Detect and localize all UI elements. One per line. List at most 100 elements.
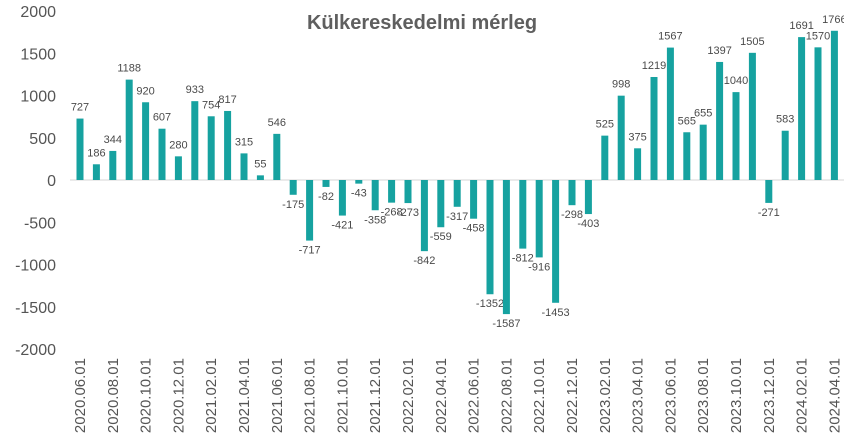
bar — [502, 180, 510, 315]
bar — [142, 102, 150, 180]
y-tick-label: 500 — [29, 131, 56, 148]
x-tick-label: 2021.08.01 — [302, 358, 319, 433]
data-label: 525 — [596, 119, 614, 131]
data-label: 1570 — [806, 30, 830, 42]
y-tick-label: -500 — [24, 215, 56, 232]
x-tick-label: 2020.10.01 — [138, 358, 155, 433]
data-label: -298 — [561, 209, 583, 221]
data-label: -273 — [397, 207, 419, 219]
data-label: -82 — [318, 191, 334, 203]
bar — [568, 180, 576, 206]
data-label: 607 — [153, 112, 171, 124]
x-tick-label: 2023.08.01 — [695, 358, 712, 433]
bar — [519, 180, 527, 249]
bar — [125, 79, 133, 180]
x-tick-label: 2022.06.01 — [466, 358, 483, 433]
bar — [404, 180, 412, 204]
x-tick-label: 2021.10.01 — [334, 358, 351, 433]
data-label: 920 — [136, 85, 154, 97]
bar — [174, 156, 182, 180]
data-label: 998 — [612, 79, 630, 91]
data-label: -268 — [381, 207, 403, 219]
data-label: 565 — [678, 115, 696, 127]
data-label: 186 — [87, 147, 105, 159]
data-label: -317 — [446, 211, 468, 223]
bar — [437, 180, 445, 228]
bar — [798, 37, 806, 180]
x-tick-label: 2024.04.01 — [826, 358, 843, 433]
bar — [306, 180, 314, 241]
data-label: 933 — [186, 84, 204, 96]
bar — [470, 180, 478, 219]
bar — [388, 180, 396, 203]
y-tick-label: -1000 — [15, 258, 56, 275]
data-label: 546 — [268, 117, 286, 129]
data-label: -559 — [430, 231, 452, 243]
bar — [158, 128, 166, 180]
bar — [207, 116, 215, 180]
bar — [601, 135, 609, 180]
bar — [322, 180, 330, 187]
bar — [355, 180, 363, 184]
data-label: 344 — [104, 134, 122, 146]
data-label: 1397 — [707, 45, 731, 57]
bar — [617, 95, 625, 180]
x-tick-label: 2021.02.01 — [203, 358, 220, 433]
x-tick-label: 2024.02.01 — [794, 358, 811, 433]
data-label: -1453 — [542, 307, 570, 319]
data-label: -1352 — [476, 298, 504, 310]
bar — [191, 101, 199, 180]
y-tick-label: 1000 — [20, 89, 56, 106]
x-tick-label: 2020.06.01 — [72, 358, 89, 433]
x-tick-label: 2022.10.01 — [531, 358, 548, 433]
data-label: 754 — [202, 99, 220, 111]
x-tick-label: 2023.04.01 — [630, 358, 647, 433]
bar — [584, 180, 592, 215]
bar — [240, 153, 248, 180]
x-tick-label: 2023.06.01 — [662, 358, 679, 433]
data-label: -403 — [577, 218, 599, 230]
bar — [224, 110, 232, 180]
bar — [371, 180, 379, 211]
x-tick-label: 2022.02.01 — [400, 358, 417, 433]
data-label: -458 — [463, 223, 485, 235]
bar — [814, 47, 822, 181]
bar — [420, 180, 428, 252]
data-label: -421 — [331, 220, 353, 232]
y-tick-label: -2000 — [15, 342, 56, 359]
data-label: 55 — [254, 158, 266, 170]
data-label: 1505 — [740, 36, 764, 48]
bar — [535, 180, 543, 258]
bar — [453, 180, 461, 207]
data-label: -1587 — [492, 318, 520, 330]
data-label: 1766 — [822, 14, 844, 26]
bar — [109, 150, 117, 180]
bar — [273, 133, 281, 180]
chart-title: Külkereskedelmi mérleg — [306, 12, 538, 34]
bar — [732, 92, 740, 180]
x-tick-label: 2022.12.01 — [564, 358, 581, 433]
data-label: 817 — [218, 94, 236, 106]
x-tick-label: 2022.08.01 — [498, 358, 515, 433]
data-label: 1691 — [789, 20, 813, 32]
bar — [830, 30, 838, 181]
x-tick-label: 2021.04.01 — [236, 358, 253, 433]
bar — [289, 180, 297, 195]
bar — [748, 52, 756, 180]
data-label: -842 — [413, 255, 435, 267]
data-label: 1219 — [642, 60, 666, 72]
data-label: -358 — [364, 214, 386, 226]
data-label: 315 — [235, 136, 253, 148]
bar — [650, 76, 658, 180]
data-label: -717 — [299, 245, 321, 257]
bar — [338, 180, 346, 216]
bar — [486, 180, 494, 295]
y-tick-label: 0 — [47, 173, 56, 190]
data-label: 1040 — [724, 75, 748, 87]
data-label: 727 — [71, 102, 89, 114]
x-tick-label: 2021.06.01 — [269, 358, 286, 433]
data-label: 375 — [628, 131, 646, 143]
bar — [781, 130, 789, 180]
